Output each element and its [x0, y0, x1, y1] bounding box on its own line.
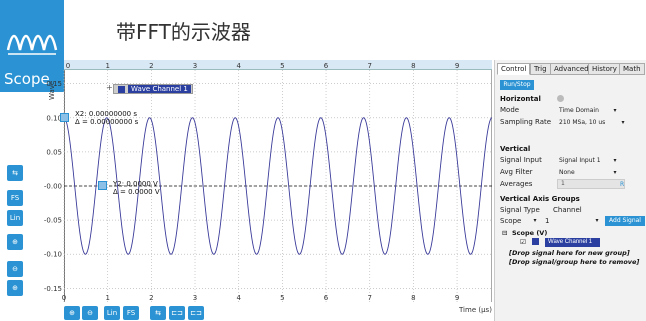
averages-input[interactable]: 1 — [557, 179, 625, 189]
x-axis-label: Time (μs) — [459, 306, 492, 314]
legend-collapse-icon[interactable]: + — [106, 83, 113, 92]
avg-filter-label: Avg Filter — [500, 168, 533, 176]
wave-channel-chip[interactable]: Wave Channel 1 — [545, 238, 600, 247]
vertical-heading: Vertical — [500, 145, 531, 153]
cursor-icon: ⇆ — [12, 169, 18, 177]
wave-checkbox[interactable]: ☑ — [520, 238, 526, 246]
tab-advanced[interactable]: Advanced — [550, 63, 593, 75]
fs-x-label: FS — [126, 309, 136, 317]
x-overview-bar[interactable] — [64, 60, 492, 70]
chevron-down-icon[interactable]: ▾ — [613, 107, 617, 114]
add-signal-button[interactable]: Add Signal — [605, 216, 645, 226]
averages-reset-button[interactable]: R — [620, 181, 625, 188]
signal-type-label: Signal Type — [500, 206, 540, 214]
zoom-fit-icon: ⊕ — [12, 238, 18, 246]
lin-x-label: Lin — [106, 309, 118, 317]
legend[interactable]: + Wave Channel 1 — [106, 84, 193, 94]
chevron-down-icon[interactable]: ▾ — [621, 119, 625, 126]
tab-math[interactable]: Math — [619, 63, 645, 75]
page-title: 带FFT的示波器 — [116, 20, 251, 44]
signal-input-select[interactable]: Signal Input 1 — [559, 157, 601, 164]
zoom-in-y-button[interactable]: ⊕ — [7, 280, 23, 296]
vertical-axis-groups-heading: Vertical Axis Groups — [500, 195, 580, 203]
chevron-down-icon[interactable]: ▾ — [533, 217, 537, 224]
y-tick-label: 0.05 — [46, 148, 62, 156]
chevron-down-icon[interactable]: ▾ — [613, 157, 617, 164]
cursor-tool-button[interactable]: ⇆ — [7, 165, 23, 181]
signal-type-select[interactable]: Scope — [500, 217, 522, 225]
y-cursor-handle[interactable] — [98, 181, 107, 190]
zoom-fit-button[interactable]: ⊕ — [7, 234, 23, 250]
zoom-in-icon: ⊕ — [69, 309, 75, 317]
run-stop-button[interactable]: Run/Stop — [500, 80, 534, 90]
mode-select[interactable]: Time Domain — [559, 107, 599, 114]
y-cursor-delta: Δ = 0.0000 V — [113, 188, 160, 196]
x-cursor-value: X2: 0.00000000 s — [75, 110, 138, 118]
averages-label: Averages — [500, 180, 533, 188]
lin-label: Lin — [9, 214, 21, 222]
zoom-out-x-button[interactable]: ⊖ — [82, 306, 98, 320]
horizontal-heading: Horizontal — [500, 95, 541, 103]
cursor-a-button[interactable]: ⇆ — [150, 306, 166, 320]
cursor-c-button[interactable]: ⊏⊐ — [188, 306, 204, 320]
lin-x-button[interactable]: Lin — [104, 306, 120, 320]
cursor-b-icon: ⊏⊐ — [171, 309, 183, 317]
zoom-out-icon: ⊖ — [87, 309, 93, 317]
x-cursor-delta: Δ = 0.00000000 s — [75, 118, 139, 126]
control-panel: Control Trig Advanced History Math Run/S… — [494, 60, 646, 321]
y-tick-label: -0.10 — [44, 251, 62, 259]
fs-x-button[interactable]: FS — [123, 306, 139, 320]
wave-swatch — [532, 238, 539, 245]
drop-new-group-hint[interactable]: [Drop signal here for new group] — [509, 249, 630, 257]
x-cursor-readout: X2: 0.00000000 s Δ = 0.00000000 s — [75, 110, 138, 126]
y-cursor-value: Y2: 0.0000 V — [113, 180, 158, 188]
tab-control[interactable]: Control — [497, 63, 531, 75]
y-tick-label: -0.15 — [44, 285, 62, 293]
zoom-in-x-button[interactable]: ⊕ — [64, 306, 80, 320]
chevron-down-icon[interactable]: ▾ — [595, 217, 599, 224]
logo-label: Scope — [4, 70, 50, 88]
channel-select[interactable]: 1 — [545, 217, 550, 225]
tab-history[interactable]: History — [588, 63, 621, 75]
x-cursor-handle[interactable] — [60, 113, 69, 122]
y-cursor-readout: Y2: 0.0000 V Δ = 0.0000 V — [113, 180, 160, 196]
legend-series-name: Wave Channel 1 — [128, 85, 191, 93]
mode-label: Mode — [500, 106, 520, 114]
tab-trig[interactable]: Trig — [530, 63, 551, 75]
chevron-down-icon[interactable]: ▾ — [613, 169, 617, 176]
zoom-out-icon: ⊖ — [12, 265, 18, 273]
avg-filter-select[interactable]: None — [559, 169, 575, 176]
drop-remove-hint[interactable]: [Drop signal/group here to remove] — [509, 258, 640, 266]
legend-swatch — [118, 86, 125, 93]
cursor-a-icon: ⇆ — [155, 309, 161, 317]
y-tick-label: -0.00 — [44, 183, 62, 191]
app-logo: Scope — [0, 0, 64, 92]
zoom-out-y-button[interactable]: ⊖ — [7, 261, 23, 277]
scope-group-node[interactable]: Scope (V) — [512, 229, 548, 237]
signal-input-label: Signal Input — [500, 156, 542, 164]
y-tick-label: -0.05 — [44, 217, 62, 225]
fs-label: FS — [10, 194, 20, 202]
sampling-rate-select[interactable]: 210 MSa, 10 us — [559, 119, 606, 126]
cursor-c-icon: ⊏⊐ — [190, 309, 202, 317]
y-axis-label: Wave — [48, 80, 56, 100]
horizontal-toggle[interactable] — [557, 95, 564, 102]
cursor-b-button[interactable]: ⊏⊐ — [169, 306, 185, 320]
lin-y-button[interactable]: Lin — [7, 210, 23, 226]
zoom-in-icon: ⊕ — [12, 284, 18, 292]
waveform-logo-icon — [6, 34, 58, 55]
fs-y-button[interactable]: FS — [7, 190, 23, 206]
channel-label: Channel — [553, 206, 582, 214]
tree-collapse-icon[interactable]: ⊟ — [502, 229, 508, 237]
sampling-rate-label: Sampling Rate — [500, 118, 552, 126]
